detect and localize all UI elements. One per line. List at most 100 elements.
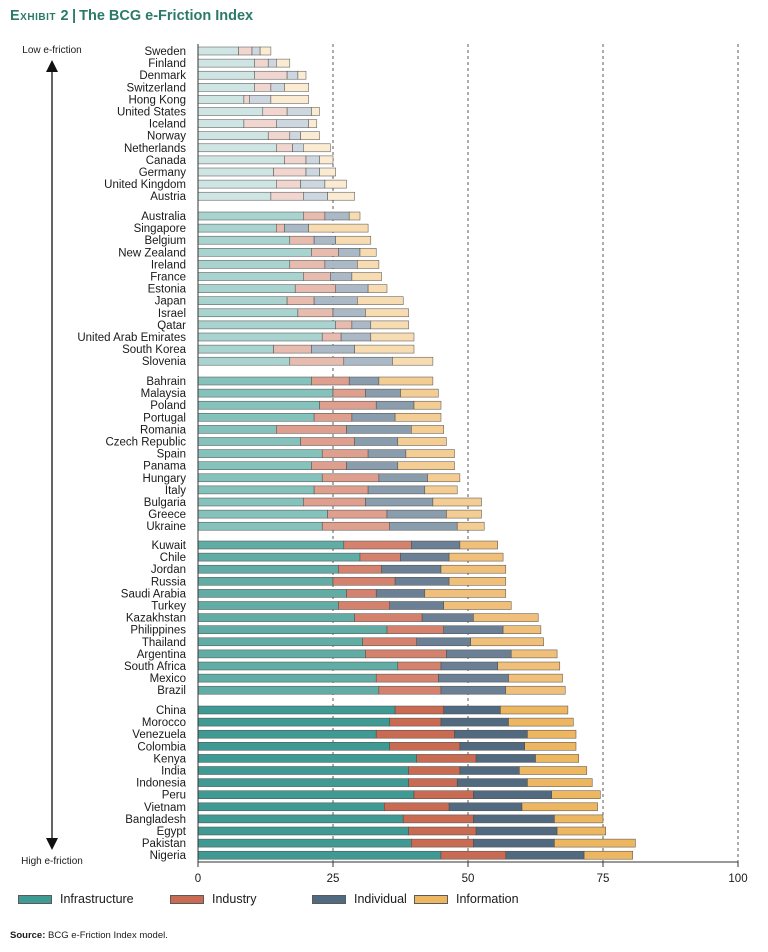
bar-peru-industry	[413, 790, 474, 799]
country-label-colombia: Colombia	[137, 741, 186, 753]
bar-panama-information	[397, 461, 455, 470]
bar-argentina-infrastructure	[197, 649, 366, 659]
x-tick-label-100: 100	[728, 873, 747, 885]
bar-chile-industry	[359, 552, 401, 562]
bar-saudi-arabia-industry	[346, 589, 377, 598]
bar-turkey-infrastructure	[197, 601, 339, 610]
bar-bulgaria-industry	[303, 497, 366, 507]
country-label-new-zealand: New Zealand	[118, 247, 186, 259]
bar-netherlands-information	[303, 143, 331, 153]
bar-poland-individual	[375, 400, 415, 410]
bar-peru-individual	[473, 790, 552, 799]
bar-south-korea-individual	[311, 344, 355, 354]
bar-brazil-industry	[378, 685, 442, 695]
bar-italy-industry	[313, 485, 369, 495]
bar-jordan-infrastructure	[197, 564, 339, 574]
bar-india-individual	[459, 766, 520, 775]
bar-romania-individual	[346, 425, 412, 434]
bar-spain-individual	[367, 449, 407, 458]
source-text: BCG e-Friction Index model.	[48, 930, 168, 941]
bar-slovenia-individual	[343, 356, 393, 366]
bar-saudi-arabia-information	[424, 589, 507, 598]
bar-italy-infrastructure	[197, 485, 315, 495]
bar-singapore-information	[308, 223, 369, 233]
country-label-ireland: Ireland	[151, 259, 186, 271]
bar-hong-kong-information	[270, 95, 309, 104]
bar-panama-infrastructure	[197, 461, 312, 470]
bar-greece-industry	[327, 509, 388, 519]
low-friction-label: Low e-friction	[22, 45, 81, 56]
bar-portugal-infrastructure	[197, 413, 315, 422]
country-label-hungary: Hungary	[143, 473, 187, 485]
bar-qatar-industry	[335, 320, 353, 330]
bar-denmark-infrastructure	[197, 70, 255, 80]
country-label-venezuela: Venezuela	[132, 729, 186, 741]
bar-new-zealand-information	[359, 248, 377, 257]
country-label-italy: Italy	[165, 485, 186, 497]
bar-malaysia-industry	[332, 388, 366, 398]
bar-colombia-individual	[459, 742, 525, 751]
country-label-china: China	[156, 705, 187, 717]
bar-ireland-individual	[324, 260, 358, 269]
bar-qatar-information	[370, 320, 409, 330]
exhibit-title: Exhibit 2 | The BCG e-Friction Index	[10, 8, 253, 24]
country-label-united-kingdom: United Kingdom	[104, 179, 186, 191]
bar-philippines-information	[502, 625, 542, 634]
bar-philippines-individual	[443, 625, 504, 634]
bar-estonia-individual	[335, 284, 369, 293]
bar-romania-infrastructure	[197, 425, 277, 434]
bar-philippines-infrastructure	[197, 625, 388, 634]
friction-arrow-down-head	[46, 838, 58, 850]
legend-item-information: Information	[414, 892, 519, 906]
bar-egypt-infrastructure	[197, 826, 409, 836]
legend-swatch-industry	[170, 894, 204, 904]
bar-turkey-industry	[338, 601, 390, 610]
bar-peru-information	[551, 790, 601, 799]
country-label-romania: Romania	[140, 424, 187, 436]
country-label-greece: Greece	[148, 509, 186, 521]
bar-kuwait-information	[459, 540, 498, 550]
bar-peru-infrastructure	[197, 790, 415, 799]
country-label-morocco: Morocco	[142, 717, 186, 729]
bar-pakistan-individual	[473, 838, 555, 848]
bar-bulgaria-infrastructure	[197, 497, 304, 507]
bar-japan-industry	[286, 296, 315, 305]
bar-hungary-infrastructure	[197, 473, 323, 483]
bar-germany-information	[319, 167, 336, 177]
bar-united-arab-emirates-industry	[321, 332, 342, 342]
bar-czech-republic-information	[397, 437, 447, 446]
bar-poland-information	[413, 400, 442, 410]
bar-vietnam-industry	[384, 802, 450, 812]
bar-ukraine-individual	[389, 521, 458, 531]
bar-hong-kong-individual	[249, 95, 272, 104]
bar-denmark-information	[297, 70, 307, 80]
bar-australia-industry	[303, 211, 326, 221]
bar-egypt-individual	[475, 826, 558, 836]
bar-finland-industry	[254, 58, 269, 68]
bar-china-information	[500, 705, 569, 715]
bar-bahrain-infrastructure	[197, 376, 312, 386]
bar-ireland-industry	[289, 260, 326, 269]
x-tick-label-50: 50	[462, 873, 475, 885]
bar-colombia-industry	[389, 742, 461, 751]
bar-panama-industry	[311, 461, 347, 470]
legend-swatch-individual	[312, 894, 346, 904]
bar-united-states-individual	[286, 107, 312, 116]
bar-norway-industry	[267, 131, 291, 140]
country-label-sweden: Sweden	[144, 46, 186, 58]
bar-south-korea-industry	[273, 344, 312, 354]
country-label-mexico: Mexico	[150, 673, 186, 685]
bar-united-kingdom-information	[324, 179, 347, 189]
bar-estonia-information	[367, 284, 388, 293]
legend-swatch-infrastructure	[18, 894, 52, 904]
bar-spain-infrastructure	[197, 449, 323, 458]
bar-pakistan-infrastructure	[197, 838, 412, 848]
bar-united-states-information	[311, 107, 320, 116]
bar-greece-information	[446, 509, 482, 519]
country-label-malaysia: Malaysia	[141, 388, 187, 400]
bar-indonesia-individual	[456, 778, 528, 787]
bar-kazakhstan-industry	[354, 613, 423, 622]
bar-estonia-industry	[294, 284, 336, 293]
bar-denmark-industry	[254, 70, 288, 80]
country-label-canada: Canada	[146, 155, 187, 167]
